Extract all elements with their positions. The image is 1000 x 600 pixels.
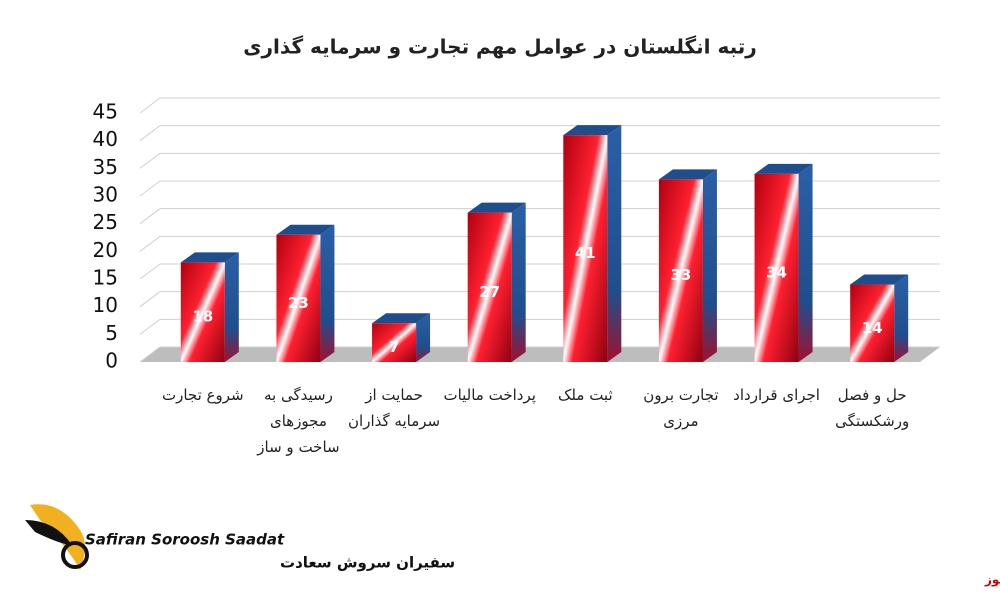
bar-side bbox=[320, 224, 335, 362]
y-tick-label: 30 bbox=[93, 183, 118, 207]
bar-top bbox=[467, 202, 526, 213]
grid-line bbox=[139, 318, 940, 335]
floor bbox=[140, 347, 940, 362]
grid-line bbox=[139, 125, 940, 142]
bar-top bbox=[658, 169, 717, 180]
x-tick-label: حل و فصل ورشکستگی bbox=[835, 386, 910, 430]
y-tick-label: 15 bbox=[93, 266, 118, 290]
bar bbox=[850, 284, 895, 362]
bar bbox=[372, 323, 417, 362]
x-tick-label: شروع تجارت bbox=[162, 386, 244, 404]
y-tick-label: 10 bbox=[93, 293, 118, 317]
y-tick-label: 40 bbox=[93, 127, 118, 151]
value-label: 7 bbox=[389, 338, 399, 356]
bar-top bbox=[276, 224, 335, 235]
value-label: 27 bbox=[479, 283, 500, 301]
grid-line bbox=[139, 291, 940, 308]
bar bbox=[754, 173, 799, 362]
source: بورس نیوز bbox=[984, 573, 1000, 588]
value-label: 33 bbox=[671, 266, 692, 284]
bar-side bbox=[607, 125, 622, 362]
grid-line bbox=[139, 152, 940, 169]
chart-title: رتبه انگلستان در عوامل مهم تجارت و سرمای… bbox=[243, 35, 757, 59]
bar-side bbox=[798, 163, 813, 362]
logo: Safiran Soroosh Saadat سفیران سروش سعادت bbox=[25, 504, 455, 572]
logo-persian: سفیران سروش سعادت bbox=[280, 554, 455, 572]
value-label: 14 bbox=[862, 319, 883, 337]
bar-side bbox=[894, 274, 909, 362]
y-tick-label: 5 bbox=[105, 321, 118, 345]
logo-latin: Safiran Soroosh Saadat bbox=[85, 531, 285, 549]
bar-top bbox=[372, 313, 431, 324]
x-tick-label: رسیدگی به مجوزهای ساخت و ساز bbox=[257, 386, 340, 456]
grid-line bbox=[139, 235, 940, 252]
value-label: 23 bbox=[288, 294, 309, 312]
bar bbox=[658, 179, 703, 362]
bar-side bbox=[511, 202, 526, 362]
x-tick-label: تجارت برون مرزی bbox=[643, 386, 719, 430]
grid-line bbox=[139, 208, 940, 225]
bar-side bbox=[416, 313, 431, 362]
bar-side bbox=[702, 169, 717, 362]
y-tick-label: 35 bbox=[93, 155, 118, 179]
grid-line bbox=[139, 97, 940, 114]
x-tick-label: پرداخت مالیات bbox=[443, 386, 536, 404]
bar bbox=[467, 212, 512, 362]
x-tick-label: اجرای قرارداد bbox=[733, 386, 820, 404]
y-tick-label: 20 bbox=[93, 238, 118, 262]
value-label: 34 bbox=[766, 263, 787, 281]
bar-top bbox=[850, 274, 909, 285]
value-label: 41 bbox=[575, 244, 596, 262]
x-tick-label: حمایت از سرمایه گذاران bbox=[348, 386, 441, 430]
bar bbox=[276, 234, 321, 362]
x-tick-label: ثبت ملک bbox=[558, 386, 613, 404]
bar bbox=[563, 135, 608, 362]
grid-line bbox=[139, 180, 940, 197]
y-tick-label: 25 bbox=[93, 210, 118, 234]
value-label: 18 bbox=[192, 308, 213, 326]
grid-line bbox=[139, 263, 940, 280]
y-tick-label: 0 bbox=[105, 349, 118, 373]
y-tick-label: 45 bbox=[93, 100, 118, 124]
bar-side bbox=[224, 252, 239, 362]
bar-top bbox=[180, 252, 239, 263]
bar bbox=[180, 262, 225, 362]
bar-top bbox=[754, 163, 813, 174]
bar-top bbox=[563, 125, 622, 136]
